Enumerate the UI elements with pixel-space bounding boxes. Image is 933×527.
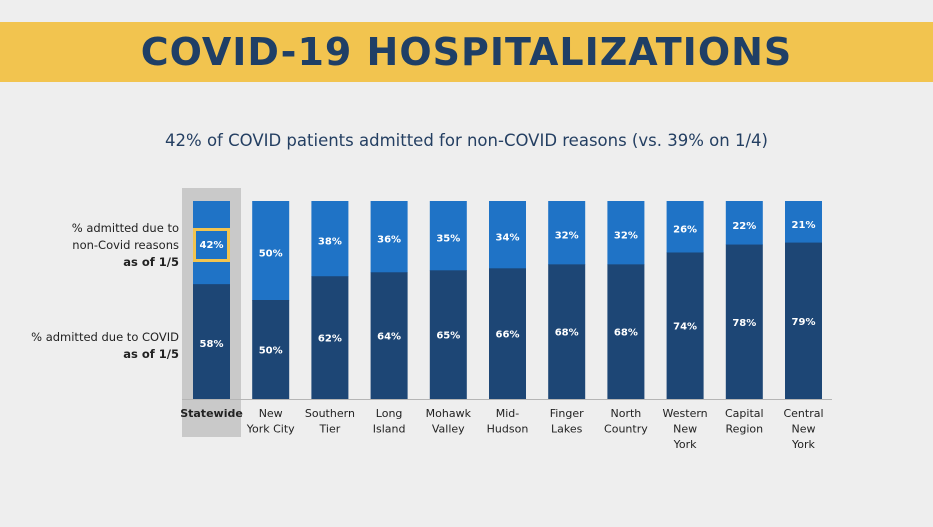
bar-covid <box>666 252 704 399</box>
page-title: COVID-19 HOSPITALIZATIONS <box>140 30 793 74</box>
value-label-non-covid: 42% <box>200 240 224 251</box>
legend-non-covid-line3: as of 1/5 <box>123 255 179 269</box>
value-label-covid: 50% <box>259 346 283 357</box>
value-label-non-covid: 35% <box>436 234 460 245</box>
bar-covid <box>548 264 586 399</box>
x-tick-label: Central New York <box>783 407 823 451</box>
value-label-covid: 78% <box>732 318 756 329</box>
value-label-covid: 62% <box>318 334 342 345</box>
x-tick-label: North Country <box>604 407 648 436</box>
bar-covid <box>311 276 349 399</box>
bar-covid <box>607 264 645 399</box>
value-label-non-covid: 21% <box>792 220 816 231</box>
legend-non-covid: % admitted due to non-Covid reasons as o… <box>0 220 179 271</box>
bar-non-covid <box>548 201 586 265</box>
value-label-covid: 66% <box>496 330 520 341</box>
value-label-non-covid: 50% <box>259 249 283 260</box>
legend-non-covid-line2: non-Covid reasons <box>72 238 179 252</box>
bar-non-covid <box>370 201 408 273</box>
bar-covid <box>785 242 822 399</box>
bar-non-covid <box>429 201 467 271</box>
value-label-non-covid: 32% <box>555 231 579 242</box>
chart-subtitle: 42% of COVID patients admitted for non-C… <box>165 131 768 150</box>
x-tick-label: Western New York <box>663 407 708 451</box>
value-label-covid: 68% <box>555 328 579 339</box>
title-banner: COVID-19 HOSPITALIZATIONS <box>0 22 933 82</box>
bar-non-covid <box>193 201 230 285</box>
x-tick-label: Finger Lakes <box>550 407 584 436</box>
bar-covid <box>370 272 408 399</box>
x-tick-label: Mid-Hudson <box>487 407 529 436</box>
x-tick-label: New York City <box>246 407 295 436</box>
bar-covid <box>252 300 290 399</box>
bar-covid <box>489 268 526 399</box>
x-tick-label: Southern Tier <box>305 407 355 436</box>
value-label-non-covid: 26% <box>673 225 697 236</box>
x-tick-label: Capital Region <box>725 407 764 436</box>
value-label-covid: 79% <box>792 317 816 328</box>
value-label-non-covid: 38% <box>318 237 342 248</box>
bar-non-covid <box>725 201 763 246</box>
value-label-covid: 74% <box>673 322 697 333</box>
bar-covid <box>429 270 467 399</box>
value-label-covid: 68% <box>614 328 638 339</box>
bar-non-covid <box>666 201 704 253</box>
legend-covid: % admitted due to COVID as of 1/5 <box>0 329 179 363</box>
value-label-covid: 58% <box>200 339 224 350</box>
x-tick-label: Mohawk Valley <box>426 407 472 436</box>
bar-non-covid <box>785 201 822 244</box>
value-label-non-covid: 36% <box>377 235 401 246</box>
legend-covid-line2: as of 1/5 <box>123 347 179 361</box>
value-label-non-covid: 34% <box>496 233 520 244</box>
legend-covid-line1: % admitted due to COVID <box>31 330 179 344</box>
value-label-covid: 64% <box>377 332 401 343</box>
value-label-non-covid: 22% <box>732 221 756 232</box>
statewide-callout-box <box>193 228 230 262</box>
bar-covid <box>193 284 230 399</box>
bar-non-covid <box>311 201 349 277</box>
bar-non-covid <box>252 201 290 301</box>
bar-covid <box>725 244 763 399</box>
value-label-covid: 65% <box>436 331 460 342</box>
value-label-non-covid: 32% <box>614 231 638 242</box>
bar-non-covid <box>489 201 526 269</box>
x-tick-label: Statewide <box>180 407 243 420</box>
x-tick-label: Long Island <box>373 407 406 436</box>
legend-non-covid-line1: % admitted due to <box>71 221 179 235</box>
bar-non-covid <box>607 201 645 265</box>
